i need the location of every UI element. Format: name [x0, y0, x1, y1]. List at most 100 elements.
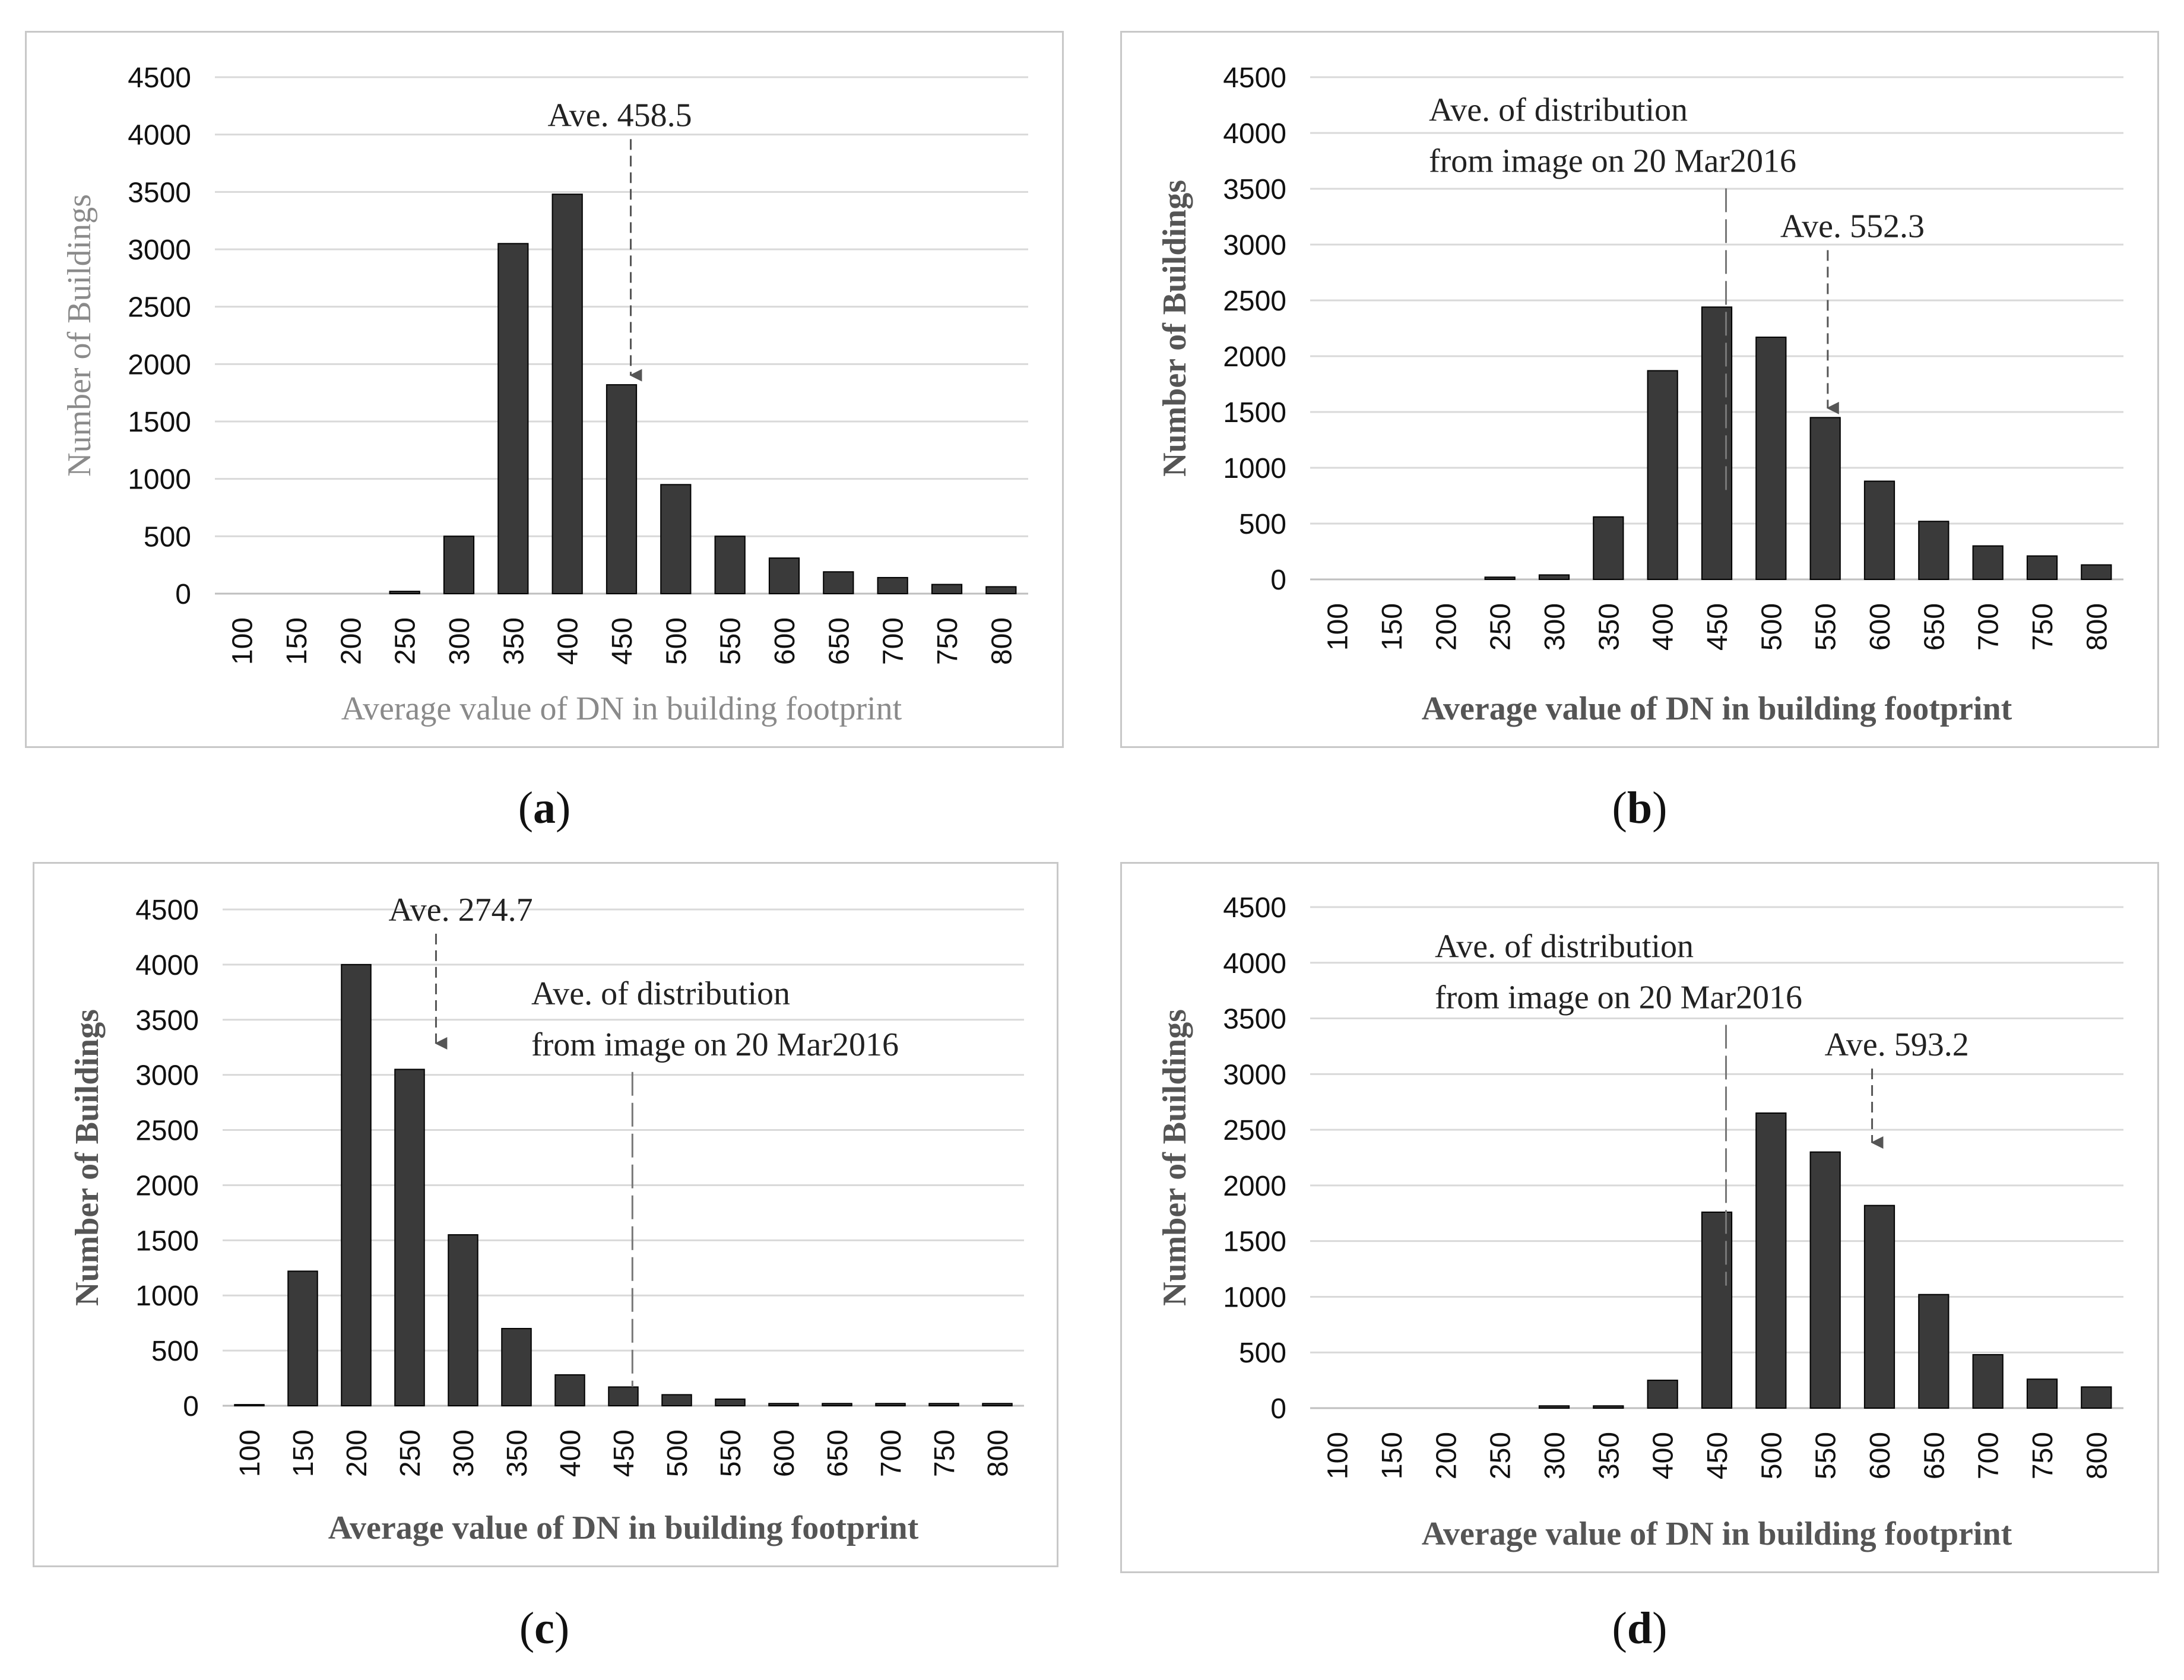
y-tick-label: 0: [175, 579, 191, 610]
y-tick-label: 500: [1239, 1337, 1286, 1369]
bar: [394, 1069, 425, 1406]
y-tick-label: 500: [151, 1336, 199, 1367]
chart-panel-d: 0 500 1000 1500 2000 2500 3000 3500 4000 4500 100 1…: [1156, 892, 2123, 1552]
y-tick-label: 2000: [1223, 1171, 1286, 1202]
x-tick-label: 100: [1323, 603, 1354, 651]
bar: [2081, 564, 2112, 580]
y-tick-label: 2500: [128, 292, 191, 324]
annotation-label: from image on 20 Mar2016: [531, 1026, 899, 1063]
bar: [1484, 576, 1516, 580]
x-tick-label: 100: [234, 1429, 266, 1477]
x-tick-label: 650: [1919, 603, 1950, 651]
x-tick-label: 650: [822, 1429, 854, 1477]
y-tick-label: 2000: [1223, 341, 1286, 373]
y-tick-label: 4000: [1223, 118, 1286, 150]
y-tick-label: 4500: [128, 62, 191, 94]
y-tick-label: 4000: [1223, 948, 1286, 980]
x-tick-label: 150: [281, 617, 313, 665]
y-tick-label: 2000: [128, 349, 191, 381]
bar: [1647, 1380, 1678, 1409]
panel-c-frame: [33, 862, 1058, 1567]
x-tick-label: 100: [1323, 1432, 1354, 1479]
x-tick-label: 600: [1865, 603, 1896, 651]
x-tick-label: 350: [1593, 603, 1625, 651]
x-tick-label: 650: [823, 617, 855, 665]
annotation-label: Ave. 593.2: [1825, 1026, 1969, 1063]
x-tick-label: 500: [662, 1429, 693, 1477]
x-tick-label: 300: [444, 617, 476, 665]
bar: [1972, 545, 2004, 580]
bar: [1538, 574, 1570, 580]
x-tick-label: 750: [932, 617, 963, 665]
y-tick-label: 3000: [128, 234, 191, 266]
x-tick-label: 800: [2081, 603, 2113, 651]
x-tick-label: 600: [1865, 1432, 1896, 1479]
x-tick-label: 250: [395, 1429, 426, 1477]
y-tick-label: 0: [1270, 565, 1286, 596]
bar: [1593, 1405, 1624, 1409]
y-tick-label: 1000: [135, 1280, 199, 1312]
y-tick-label: 0: [183, 1391, 199, 1422]
y-tick-label: 4500: [1223, 892, 1286, 924]
caption-d: (d): [1612, 1603, 1668, 1653]
caption-a: (a): [518, 783, 571, 833]
x-tick-label: 650: [1919, 1432, 1950, 1479]
y-tick-label: 2500: [135, 1115, 199, 1147]
y-tick-label: 0: [1270, 1393, 1286, 1425]
y-tick-label: 2500: [1223, 1115, 1286, 1146]
bar: [1918, 521, 1950, 580]
x-tick-label: 250: [390, 617, 421, 665]
bar: [1863, 480, 1895, 580]
x-tick-label: 350: [502, 1429, 533, 1477]
annotation-label: Ave. of distribution: [1429, 91, 1688, 128]
bar: [1809, 1151, 1841, 1409]
bar: [2026, 1378, 2058, 1409]
bar: [877, 576, 908, 595]
annotation-label: Ave. 552.3: [1780, 208, 1925, 245]
x-tick-label: 750: [929, 1429, 961, 1477]
x-tick-label: 800: [986, 617, 1017, 665]
x-tick-label: 150: [1377, 603, 1408, 651]
bar: [1972, 1353, 2004, 1409]
x-tick-label: 200: [1431, 603, 1462, 651]
y-tick-label: 1500: [1223, 397, 1286, 429]
bar: [822, 1403, 852, 1406]
x-tick-label: 800: [982, 1429, 1014, 1477]
y-axis-title: Number of Buildings: [1156, 180, 1193, 477]
y-tick-label: 3500: [1223, 174, 1286, 205]
x-tick-label: 100: [227, 617, 259, 665]
y-tick-label: 4000: [135, 950, 199, 981]
x-tick-label: 500: [1756, 603, 1787, 651]
x-axis-title: Average value of DN in building footprin…: [1422, 690, 2012, 727]
x-tick-label: 600: [769, 617, 801, 665]
x-tick-label: 250: [1485, 1432, 1517, 1479]
panel-b-frame: [1120, 31, 2159, 748]
bar: [287, 1270, 318, 1407]
y-tick-label: 3500: [128, 177, 191, 208]
y-tick-label: 4500: [135, 895, 199, 926]
bar: [875, 1403, 906, 1406]
bar: [2081, 1386, 2112, 1409]
bar: [661, 1394, 692, 1407]
bar: [1755, 337, 1787, 580]
bar: [714, 535, 746, 594]
y-axis-title: Number of Buildings: [61, 194, 98, 477]
y-tick-label: 3000: [1223, 230, 1286, 261]
x-tick-label: 800: [2081, 1432, 2113, 1479]
x-tick-label: 300: [1539, 603, 1571, 651]
x-tick-label: 450: [607, 617, 638, 665]
bar: [1701, 1211, 1733, 1409]
x-tick-label: 150: [288, 1429, 319, 1477]
annotation-label: Ave. 458.5: [548, 97, 692, 134]
x-tick-label: 700: [878, 617, 909, 665]
bar: [448, 1234, 478, 1406]
bar: [1538, 1405, 1570, 1409]
y-axis-title: Number of Buildings: [1156, 1009, 1193, 1306]
x-tick-label: 500: [1756, 1432, 1787, 1479]
y-tick-label: 2000: [135, 1170, 199, 1202]
y-tick-label: 1500: [135, 1225, 199, 1257]
bar: [715, 1398, 746, 1406]
annotation-label: Ave. 274.7: [388, 892, 532, 928]
x-tick-label: 550: [1811, 1432, 1842, 1479]
bar: [1863, 1204, 1895, 1409]
